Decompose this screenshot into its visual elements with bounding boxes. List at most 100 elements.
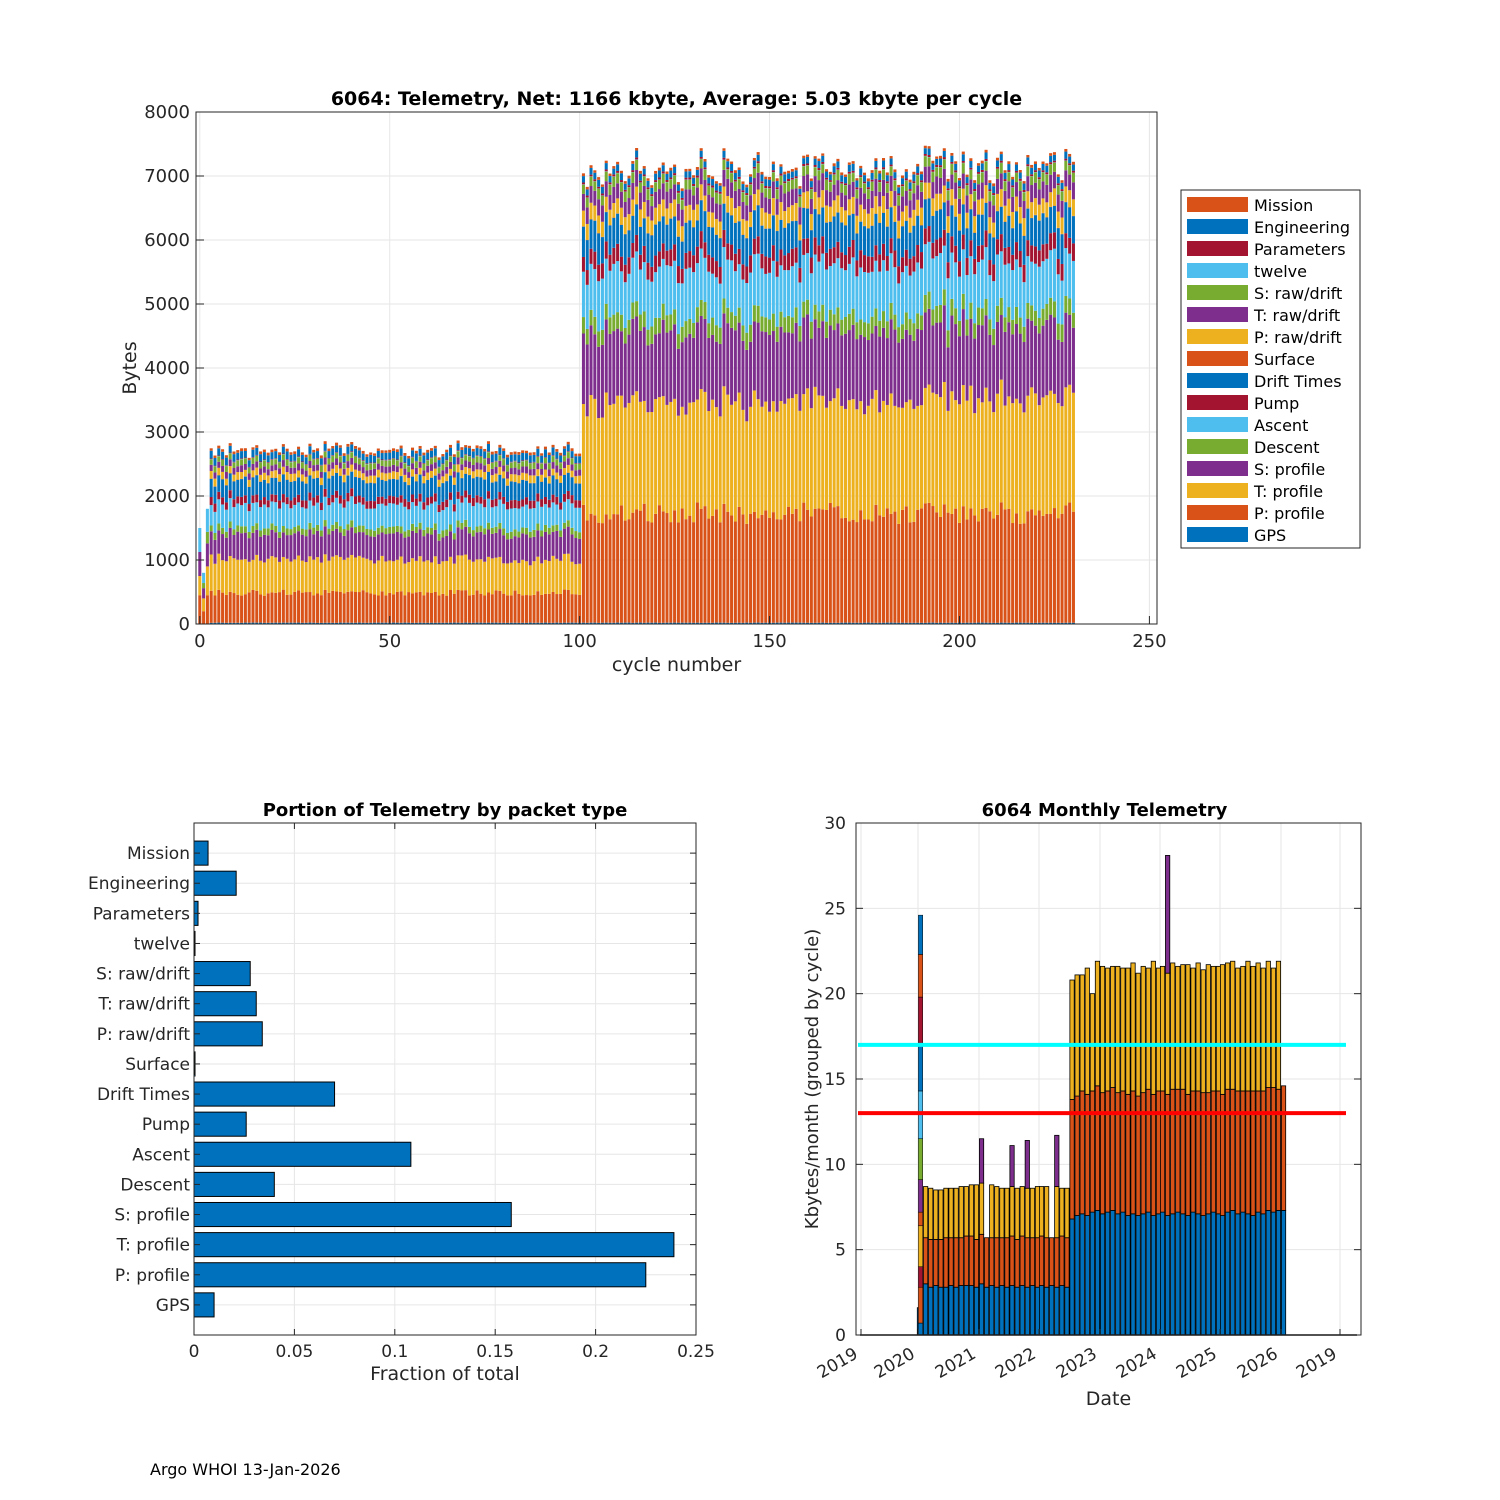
bar-segment [919,252,924,269]
bar-segment [312,465,316,472]
bar-segment [388,472,392,480]
bar-segment [828,206,832,222]
cycle-bar [593,170,597,624]
bar-segment [486,491,490,499]
bar-segment [703,211,707,243]
bar-segment [543,463,547,470]
bar-segment [297,555,301,591]
cycle-bar [369,452,373,624]
bar-segment [1038,1235,1045,1286]
bar-segment [995,211,999,240]
bar-segment [726,195,730,213]
bar-segment [266,500,270,508]
bar-segment [878,180,882,183]
bar-segment [570,448,574,452]
bar-segment [414,453,418,461]
bar-segment [289,508,293,530]
bar-segment [908,232,912,259]
bar-segment [790,398,794,514]
bar-segment [517,463,521,470]
bar-segment [498,529,502,557]
bar-segment [1007,508,1011,623]
legend-swatch [1187,417,1248,432]
bar-segment [802,175,806,193]
bar-segment [794,170,798,177]
cycle-bar [703,159,707,624]
bar-segment [1026,256,1030,304]
bar-segment [802,622,806,624]
bar-segment [984,170,988,186]
bar-segment [448,475,453,493]
bar-segment [1180,1213,1186,1336]
cycle-bar [464,445,468,624]
bar-segment [228,527,232,556]
y-tick-label: 5000 [144,294,190,315]
bar-segment [441,476,445,483]
bar-segment [429,448,434,451]
bar-segment [460,555,464,591]
bar-segment [885,172,889,176]
cycle-bar [475,445,479,624]
bar-segment [950,161,954,164]
bar-segment [502,450,506,459]
bar-segment [1255,1211,1261,1336]
bar-segment [760,331,764,407]
bar-segment [357,447,361,451]
bar-segment [316,470,320,478]
bar-segment [957,178,962,181]
bar-segment [897,283,901,328]
bar-segment [498,556,502,591]
bar-segment [787,398,791,507]
bar-segment [251,532,255,560]
bar-segment [844,622,848,624]
bar-segment [578,563,582,595]
bar-segment [243,622,247,624]
bar-segment [650,622,654,624]
bar-segment [635,204,639,235]
bar-segment [323,526,327,555]
bar-segment [714,203,718,219]
bar-segment [806,253,810,300]
bar-segment [650,220,654,235]
bar-segment [536,446,540,449]
bar-segment [730,173,734,183]
bar-segment [1030,387,1034,510]
bar-segment [1052,152,1056,155]
bar-segment [904,171,908,179]
bar-segment [559,502,563,510]
bar-segment [433,456,437,463]
bar-segment [289,594,293,623]
bar-segment [581,193,585,211]
bar-segment [433,448,437,456]
cycle-bar [927,146,931,624]
bar-segment [213,563,217,596]
bar-segment [737,188,741,207]
bar-segment [616,514,620,623]
bar-segment [973,338,977,414]
bar-segment [923,622,927,624]
bar-segment [749,272,753,325]
bar-segment [749,324,753,342]
month-bar [1115,965,1121,1336]
bar-segment [464,490,468,498]
bar-segment [562,468,566,475]
bar-segment [1060,191,1064,201]
bar-segment [821,321,825,396]
bar-segment [1110,1210,1116,1336]
bar-segment [1014,242,1018,260]
bar-segment [627,185,631,188]
bar-segment [600,193,604,196]
bar-segment [714,181,718,184]
bar-segment [312,458,316,460]
bar-segment [460,449,464,458]
bar-segment [198,528,202,552]
bar-segment [585,344,589,417]
bar-segment [1250,965,1256,1092]
bar-segment [448,524,453,532]
bar-segment [354,448,358,456]
bar-segment [623,217,627,234]
bar-segment [205,543,209,567]
bar-segment [369,475,373,483]
bar-segment [832,216,836,248]
bar-segment [1041,198,1045,213]
